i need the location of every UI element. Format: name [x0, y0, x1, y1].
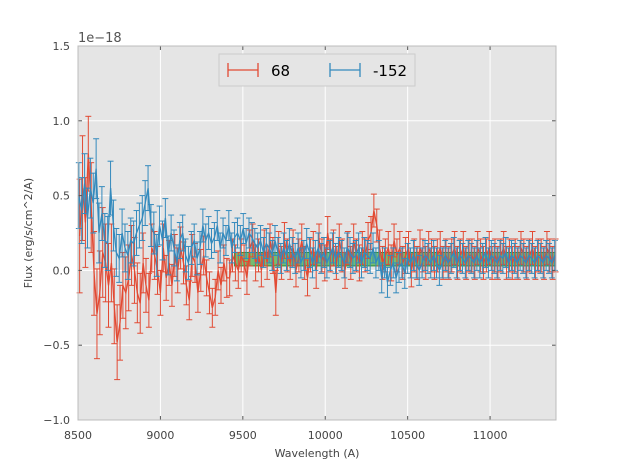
x-tick-label: 10000 [308, 429, 343, 442]
x-tick-label: 10500 [390, 429, 425, 442]
y-tick-label: −0.5 [43, 339, 70, 352]
x-tick-label: 11000 [473, 429, 508, 442]
y-tick-label: 1.0 [53, 115, 71, 128]
legend-label: 68 [271, 62, 290, 80]
y-tick-label: 1.5 [53, 40, 71, 53]
series-line [78, 168, 556, 283]
y-offset-label: 1e−18 [78, 31, 122, 46]
legend-label: -152 [373, 62, 407, 80]
y-tick-label: −1.0 [43, 414, 70, 427]
plot-frame [77, 45, 557, 421]
y-tick-label: 0.5 [53, 190, 71, 203]
x-axis-label: Wavelength (A) [275, 447, 360, 460]
x-tick-label: 9000 [146, 429, 174, 442]
y-axis-label: Flux (erg/s/cm^2/A) [22, 178, 35, 288]
axis-ticks [77, 45, 556, 421]
series-layer [75, 115, 559, 381]
axis-tick-labels: 8500 9000 9500 10000 10500 11000 −1.0 −0.5 0.0 0.… [43, 40, 507, 442]
x-tick-label: 9500 [229, 429, 257, 442]
legend: 68 -152 [218, 53, 416, 87]
y-tick-label: 0.0 [53, 264, 71, 277]
series-2 [75, 138, 558, 298]
x-tick-label: 8500 [64, 429, 92, 442]
